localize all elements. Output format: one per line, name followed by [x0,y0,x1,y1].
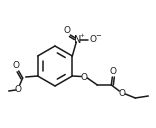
Text: O: O [63,26,70,35]
Text: +: + [79,33,84,38]
Text: −: − [95,33,101,39]
Text: O: O [110,67,117,76]
Text: O: O [12,61,19,70]
Text: O: O [89,35,96,44]
Text: O: O [119,88,126,98]
Text: O: O [81,72,88,82]
Text: N: N [74,35,81,45]
Text: O: O [15,84,22,93]
